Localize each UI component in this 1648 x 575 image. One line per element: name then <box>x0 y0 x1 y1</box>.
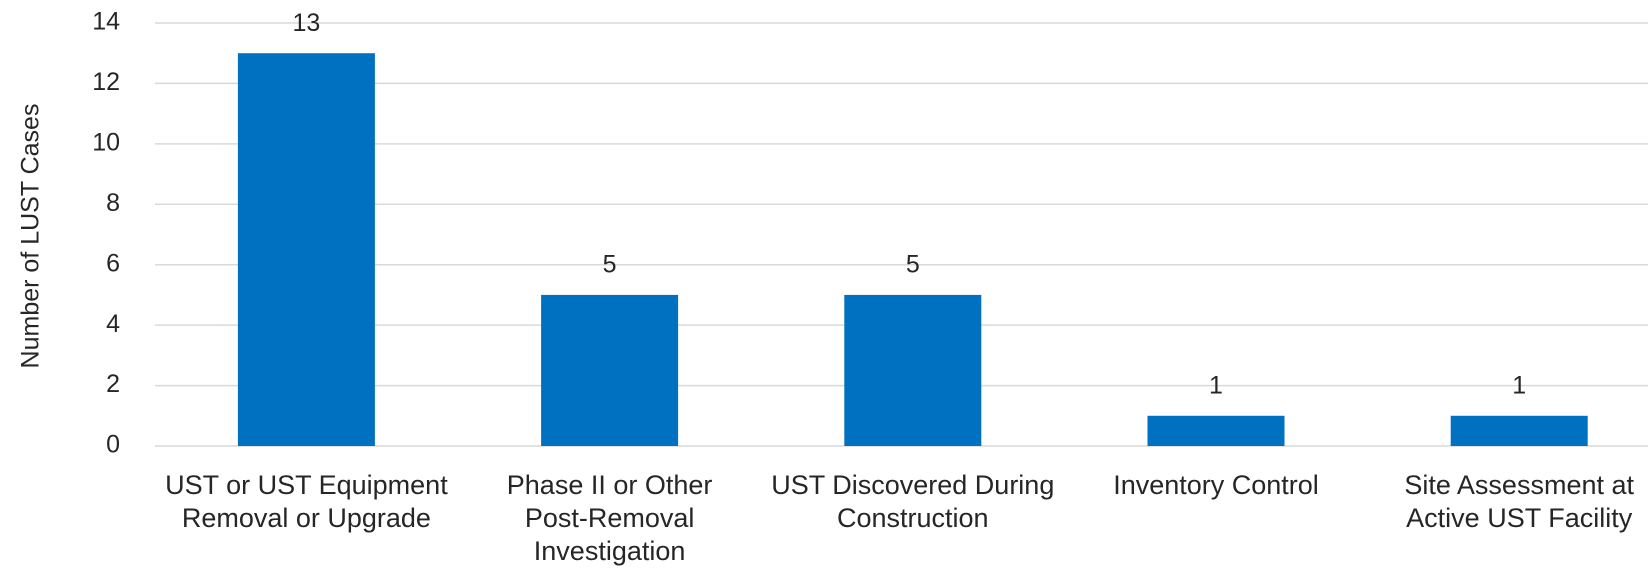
x-tick-label: UST Discovered During Construction <box>771 470 1054 533</box>
bar <box>1147 415 1285 446</box>
data-label: 5 <box>906 251 920 279</box>
data-label: 1 <box>1512 371 1526 399</box>
x-tick-label: Site Assessment at Active UST Facility <box>1404 470 1634 533</box>
bar <box>1450 415 1588 446</box>
y-tick-label: 0 <box>106 431 120 459</box>
bar <box>541 294 679 446</box>
y-tick-label: 12 <box>92 68 120 96</box>
y-tick-label: 10 <box>92 128 120 156</box>
y-tick-label: 2 <box>106 370 120 398</box>
y-tick-label: 8 <box>106 189 120 217</box>
data-label: 13 <box>292 9 320 37</box>
x-tick-label: UST or UST Equipment Removal or Upgrade <box>165 470 448 533</box>
bar <box>237 53 375 446</box>
y-axis-title: Number of LUST Cases <box>17 104 45 369</box>
y-tick-label: 6 <box>106 249 120 277</box>
data-label: 5 <box>603 251 617 279</box>
y-tick-label: 4 <box>106 310 120 338</box>
y-tick-label: 14 <box>92 8 120 36</box>
data-label: 1 <box>1209 371 1223 399</box>
x-tick-label: Inventory Control <box>1113 470 1319 500</box>
x-tick-label: Phase II or Other Post-Removal Investigati… <box>507 470 713 566</box>
bar <box>844 294 982 446</box>
